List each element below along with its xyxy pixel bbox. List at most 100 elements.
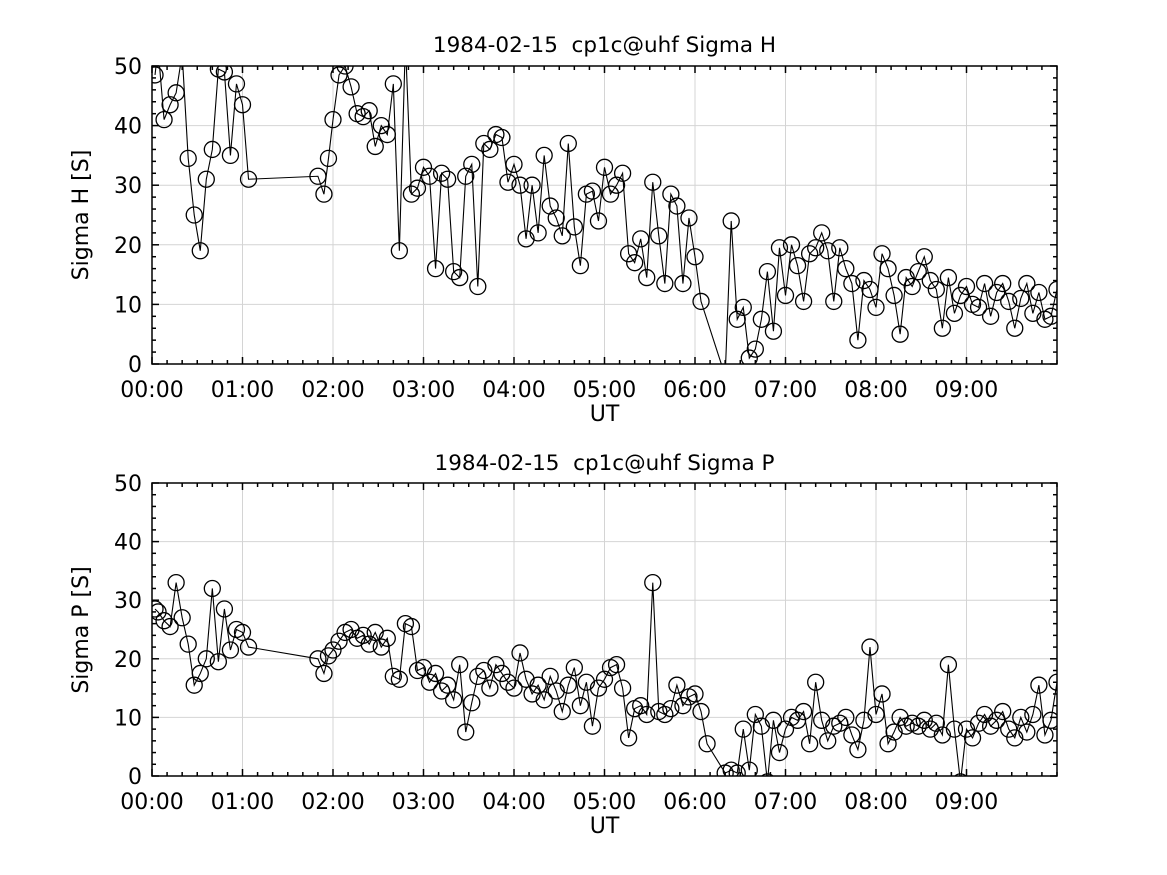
data-point-marker bbox=[372, 638, 390, 656]
data-point-marker bbox=[499, 673, 517, 691]
data-point-marker bbox=[963, 729, 982, 747]
data-point-marker bbox=[414, 658, 433, 677]
data-point-marker bbox=[662, 699, 680, 718]
data-point-marker bbox=[426, 664, 445, 683]
data-point-marker bbox=[565, 658, 583, 677]
data-point-marker bbox=[933, 319, 952, 337]
data-point-marker bbox=[1030, 283, 1048, 302]
data-point-marker bbox=[831, 239, 849, 257]
data-point-marker bbox=[849, 740, 867, 759]
data-point-marker bbox=[336, 66, 354, 75]
data-point-marker bbox=[873, 685, 891, 703]
data-point-marker bbox=[469, 277, 487, 296]
data-point-marker bbox=[879, 735, 897, 753]
data-point-marker bbox=[692, 702, 710, 721]
data-point-marker bbox=[807, 673, 825, 691]
data-point-marker bbox=[583, 182, 602, 200]
data-point-marker bbox=[1042, 307, 1057, 325]
sigma-h-plot-area: 00:00 01:00 02:00 03:00 04:00 05:00 06:00 07:00… bbox=[114, 55, 1058, 403]
data-point-marker bbox=[891, 325, 909, 343]
data-point-marker bbox=[632, 230, 650, 248]
y-tick-label: 50 bbox=[114, 55, 142, 80]
data-point-marker bbox=[674, 697, 692, 715]
data-point-marker bbox=[215, 66, 234, 81]
x-tick-label: 00:00 bbox=[120, 790, 183, 815]
data-point-marker bbox=[770, 239, 789, 257]
data-point-marker bbox=[909, 717, 927, 735]
data-point-marker bbox=[595, 670, 614, 688]
data-point-marker bbox=[408, 179, 427, 197]
data-point-marker bbox=[746, 705, 764, 724]
data-point-marker bbox=[505, 679, 523, 697]
x-tick-label: 06:00 bbox=[663, 790, 726, 815]
data-point-marker bbox=[155, 612, 173, 630]
data-point-marker bbox=[807, 239, 825, 257]
data-point-marker bbox=[354, 626, 372, 645]
x-tick-label: 01:00 bbox=[211, 378, 274, 403]
data-point-marker bbox=[843, 274, 861, 293]
data-point-marker bbox=[309, 167, 327, 185]
data-point-marker bbox=[903, 277, 921, 296]
data-point-marker bbox=[740, 349, 758, 364]
data-point-marker bbox=[432, 164, 451, 182]
data-point-marker bbox=[662, 185, 680, 203]
data-point-marker bbox=[161, 96, 179, 114]
data-point-marker bbox=[909, 262, 927, 281]
data-point-marker bbox=[1012, 708, 1030, 727]
sigma-h-ylabel: Sigma H [S] bbox=[69, 150, 94, 281]
data-point-marker bbox=[613, 164, 632, 182]
y-tick-label: 10 bbox=[114, 706, 142, 731]
data-series-line bbox=[154, 582, 1057, 776]
data-point-marker bbox=[885, 723, 903, 741]
data-point-marker bbox=[390, 670, 409, 688]
data-point-marker bbox=[885, 286, 903, 305]
data-point-marker bbox=[595, 158, 614, 176]
data-point-marker bbox=[644, 573, 662, 592]
data-point-marker bbox=[873, 245, 891, 263]
sigma-p-xlabel: UT bbox=[590, 814, 620, 839]
x-tick-label: 05:00 bbox=[573, 790, 636, 815]
data-point-marker bbox=[239, 638, 258, 656]
data-series-line bbox=[154, 66, 1057, 364]
data-point-marker bbox=[975, 274, 994, 293]
data-point-marker bbox=[315, 185, 333, 203]
data-point-marker bbox=[788, 257, 807, 275]
x-tick-label: 07:00 bbox=[754, 790, 817, 815]
data-point-marker bbox=[813, 224, 831, 242]
data-point-marker bbox=[366, 623, 384, 642]
data-point-marker bbox=[529, 676, 547, 694]
data-point-marker bbox=[607, 656, 626, 674]
data-point-marker bbox=[535, 146, 553, 165]
data-point-marker bbox=[221, 641, 240, 659]
data-point-marker bbox=[577, 673, 596, 691]
data-point-marker bbox=[547, 209, 565, 227]
data-point-marker bbox=[319, 149, 338, 168]
y-tick-label: 50 bbox=[114, 472, 142, 497]
data-point-marker bbox=[414, 158, 433, 176]
data-point-marker bbox=[921, 271, 939, 290]
data-point-marker bbox=[161, 617, 179, 636]
x-tick-label: 02:00 bbox=[301, 378, 364, 403]
data-point-marker bbox=[746, 340, 764, 358]
data-point-marker bbox=[179, 149, 197, 168]
data-point-marker bbox=[451, 656, 469, 674]
data-point-marker bbox=[523, 685, 541, 703]
data-series-group bbox=[152, 573, 1057, 776]
data-point-marker bbox=[390, 242, 409, 260]
data-point-marker bbox=[764, 322, 783, 340]
data-point-marker bbox=[571, 697, 590, 715]
data-point-marker bbox=[481, 140, 499, 159]
data-point-marker bbox=[583, 717, 602, 735]
data-point-marker bbox=[445, 262, 463, 281]
data-point-marker bbox=[463, 694, 481, 712]
data-point-marker bbox=[197, 650, 215, 668]
data-point-marker bbox=[571, 257, 590, 275]
x-tick-label: 04:00 bbox=[482, 378, 545, 403]
data-point-marker bbox=[559, 134, 577, 153]
axes-border bbox=[151, 65, 1058, 365]
data-point-marker bbox=[378, 125, 396, 144]
sigma-h-chart: 1984-02-15 cp1c@uhf Sigma H UT Sigma H [… bbox=[69, 33, 1058, 427]
data-point-marker bbox=[698, 735, 716, 753]
data-point-marker bbox=[933, 726, 952, 744]
